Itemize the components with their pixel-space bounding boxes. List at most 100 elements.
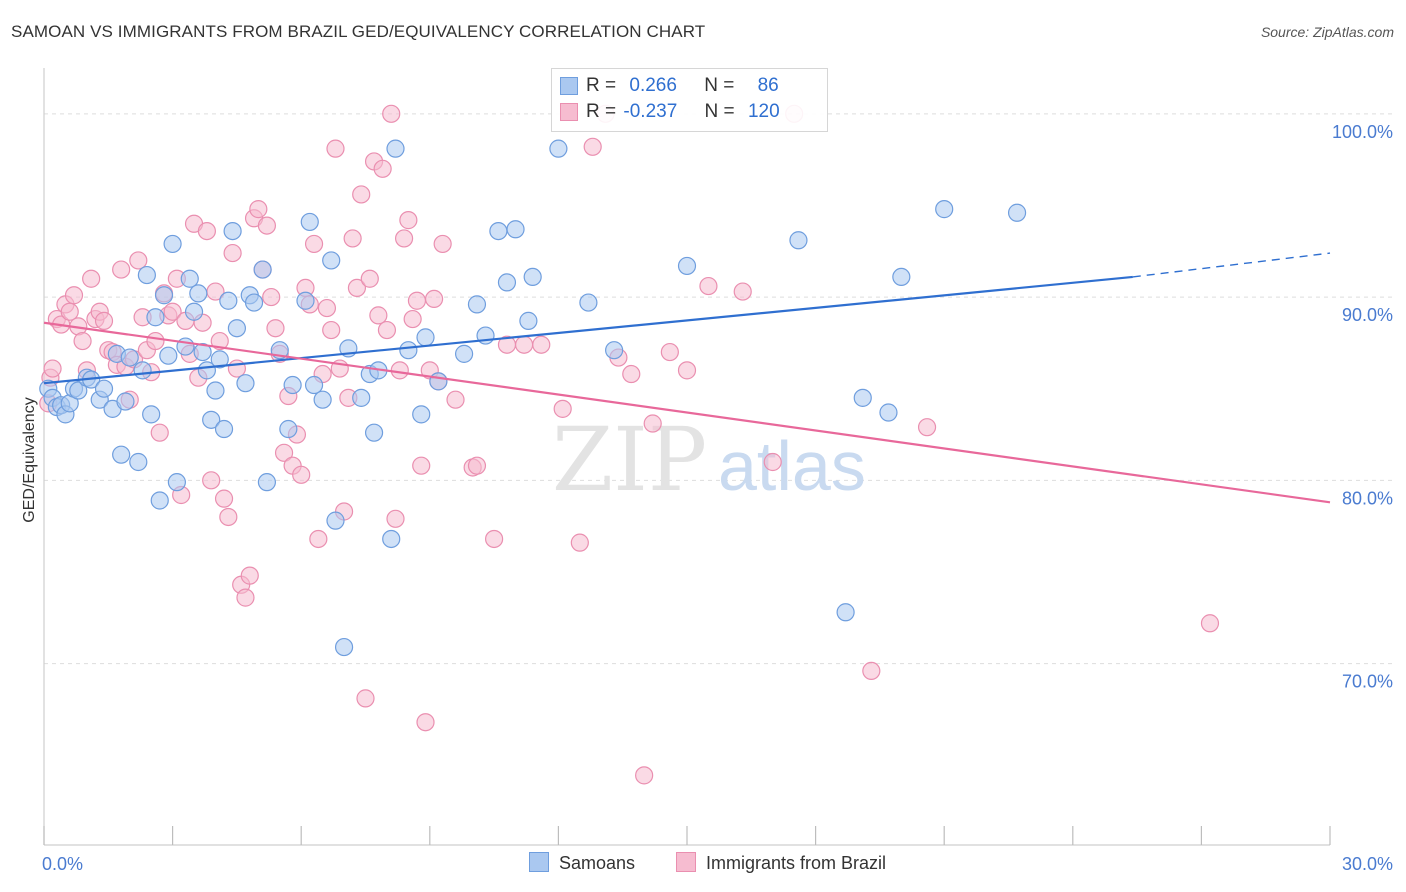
samoan-point <box>69 381 88 400</box>
brazil-point <box>292 465 311 484</box>
samoan-point <box>579 293 598 312</box>
samoan-point <box>605 341 624 360</box>
brazil-point <box>214 489 234 508</box>
brazil-point <box>763 452 782 472</box>
samoan-point <box>137 265 156 285</box>
samoan-point <box>519 311 538 330</box>
samoan-point <box>180 269 199 288</box>
y-tick-label: 90.0% <box>1342 305 1393 325</box>
samoan-point <box>454 344 474 363</box>
brazil-point <box>317 298 337 318</box>
brazil-point <box>386 509 405 528</box>
axes <box>43 68 1331 846</box>
brazil-point <box>326 139 345 158</box>
samoan-point <box>227 319 246 338</box>
brazil-point <box>553 399 572 418</box>
x-tick-label: 0.0% <box>42 854 83 874</box>
brazil-point <box>485 529 504 549</box>
brazil-point <box>240 566 259 585</box>
source-label: Source: ZipAtlas.com <box>1260 24 1394 40</box>
watermark-zip: ZIP <box>552 408 707 511</box>
brazil-point <box>373 159 392 178</box>
brazil-point <box>274 443 294 462</box>
brazil-point <box>257 216 277 235</box>
watermark: ZIP atlas <box>552 408 866 511</box>
samoan-point <box>279 419 298 439</box>
samoan-point <box>193 342 212 362</box>
n-label: N = <box>704 101 735 122</box>
legend-label: Samoans <box>559 853 636 873</box>
r-value: 0.266 <box>629 75 677 96</box>
brazil-point <box>343 229 362 248</box>
samoan-point <box>429 372 448 391</box>
brazil-point <box>146 331 165 351</box>
brazil-point <box>223 243 242 263</box>
brazil-point <box>352 185 371 204</box>
brazil-point <box>412 456 431 475</box>
samoan-point <box>163 234 182 254</box>
samoan-point <box>467 295 487 314</box>
brazil-point <box>94 311 114 330</box>
brazil-point <box>262 287 281 307</box>
r-label: R = <box>586 75 617 96</box>
samoan-point <box>300 212 319 232</box>
samoans-swatch <box>560 77 578 95</box>
samoan-point <box>334 637 354 657</box>
samoan-point <box>1007 203 1027 222</box>
y-tick-label: 100.0% <box>1332 122 1393 142</box>
samoan-point <box>352 388 371 407</box>
samoan-point <box>253 260 272 279</box>
legend-row-brazil: R = -0.237 N = 120 <box>560 101 780 125</box>
brazil-point <box>622 364 641 384</box>
samoan-point <box>223 221 242 241</box>
brazil-point <box>163 302 182 321</box>
samoan-point <box>412 405 431 424</box>
legend-item-samoans: Samoans <box>529 852 635 874</box>
brazil-point <box>356 689 375 708</box>
brazil-point <box>129 251 148 270</box>
brazil-point <box>570 533 589 552</box>
series-legend: Samoans Immigrants from Brazil <box>0 852 1406 878</box>
brazil-point <box>635 766 654 785</box>
samoans-trend-line <box>43 275 1133 385</box>
brazil-point <box>219 507 238 527</box>
brazil-point <box>382 104 401 123</box>
brazil-point <box>699 276 718 296</box>
brazil-point <box>446 390 465 409</box>
brazil-point <box>249 200 268 219</box>
samoan-point <box>313 390 332 409</box>
samoan-point <box>120 348 139 367</box>
correlation-legend: R = 0.266 N = 86 R = -0.237 N = 120 <box>551 68 828 132</box>
brazil-point <box>360 269 379 288</box>
samoan-point <box>189 284 208 303</box>
samoan-point <box>506 220 525 239</box>
samoan-point <box>150 491 169 510</box>
samoan-point <box>523 267 542 287</box>
samoan-point <box>214 419 234 439</box>
brazil-point <box>112 260 131 279</box>
brazil-point <box>532 335 551 354</box>
samoans-swatch <box>529 852 549 872</box>
legend-row-samoans: R = 0.266 N = 86 <box>560 75 779 99</box>
tick-labels: 70.0% 80.0% 90.0% 100.0% 0.0% 30.0% <box>42 122 1393 874</box>
r-label: R = <box>586 101 617 122</box>
samoan-point <box>206 381 225 400</box>
samoan-point <box>202 410 221 429</box>
brazil-point <box>150 423 169 442</box>
samoan-point <box>296 291 315 310</box>
samoan-point <box>677 256 697 276</box>
brazil-point <box>390 361 409 380</box>
samoan-point <box>219 291 238 310</box>
brazil-point <box>917 418 937 437</box>
samoan-point <box>159 346 178 365</box>
brazil-point <box>266 319 285 338</box>
watermark-atlas: atlas <box>718 427 866 505</box>
brazil-point <box>197 221 216 241</box>
brazil-point <box>583 137 602 156</box>
brazil-point <box>677 361 697 380</box>
brazil-point <box>304 234 324 254</box>
samoan-point <box>399 341 418 360</box>
chart-title: SAMOAN VS IMMIGRANTS FROM BRAZIL GED/EQU… <box>11 22 706 41</box>
samoan-point <box>892 267 911 287</box>
n-value: 120 <box>747 101 780 122</box>
